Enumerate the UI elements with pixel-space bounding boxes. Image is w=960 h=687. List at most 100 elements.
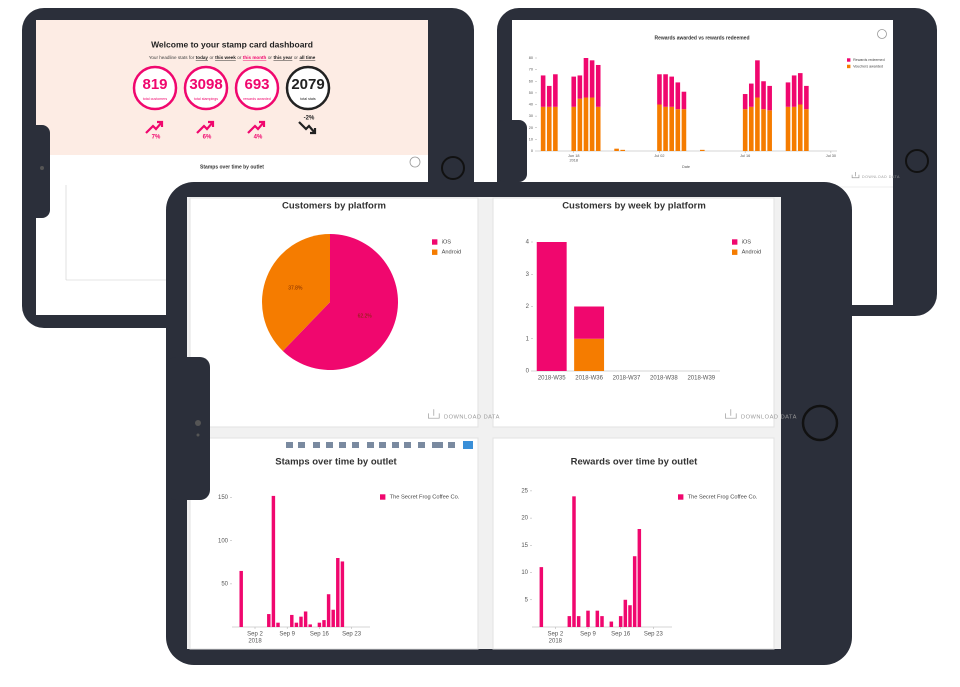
bar	[637, 529, 642, 627]
bar	[797, 73, 803, 105]
legend-swatch	[732, 239, 738, 245]
legend-label[interactable]: iOS	[742, 240, 752, 246]
bar	[742, 94, 748, 110]
x-tick-label: 2018-W35	[538, 376, 566, 382]
x-tick-label: Sep 16	[310, 632, 330, 638]
bar	[267, 614, 271, 627]
download-icon[interactable]	[725, 409, 737, 419]
modebar-button[interactable]	[418, 442, 425, 448]
bar	[340, 561, 345, 627]
x-tick-label: Jun 18	[568, 154, 579, 158]
download-data[interactable]: DOWNLOAD DATA	[444, 415, 500, 421]
stat-value: 2079	[291, 76, 324, 93]
bar	[331, 609, 335, 627]
info-icon[interactable]	[877, 29, 887, 39]
modebar	[286, 441, 473, 449]
download-data[interactable]: DOWNLOAD DATA	[862, 175, 900, 179]
y-tick-label: 25	[521, 488, 528, 494]
bar	[609, 621, 614, 627]
modebar-button[interactable]	[313, 442, 320, 448]
legend-label[interactable]: iOS	[442, 240, 452, 246]
y-tick-label: 50	[221, 581, 228, 587]
download-icon[interactable]	[851, 172, 860, 179]
modebar-button[interactable]	[286, 442, 293, 448]
pie-slice	[262, 234, 330, 351]
period-link[interactable]: this year	[273, 55, 292, 60]
welcome-panel	[36, 20, 428, 155]
x-tick-label: Sep 2	[547, 632, 563, 638]
chart-title: Rewards awarded vs rewards redeemed	[654, 35, 749, 41]
modebar-button[interactable]	[326, 442, 333, 448]
modebar-button[interactable]	[352, 442, 359, 448]
bar	[804, 109, 809, 151]
y-tick-label: 150	[218, 495, 229, 501]
legend-label[interactable]: The Secret Frog Coffee Co.	[688, 495, 758, 501]
period-link[interactable]: today	[196, 55, 209, 60]
stat-label: rewards awarded	[243, 97, 271, 101]
x-tick-label: Jul 30	[826, 154, 836, 158]
bar	[767, 85, 772, 111]
y-tick-label: 10	[521, 570, 528, 576]
bar	[572, 496, 576, 627]
x-tick-label: Sep 2	[247, 632, 263, 638]
bar	[755, 97, 760, 151]
bar	[574, 338, 605, 371]
stat-label: total stats	[300, 97, 316, 101]
modebar-button[interactable]	[298, 442, 305, 448]
download-icon[interactable]	[428, 409, 440, 419]
modebar-button[interactable]	[379, 442, 386, 448]
legend-label[interactable]: Android	[442, 250, 462, 256]
legend-label[interactable]: Rewards redeemed	[853, 58, 885, 62]
modebar-button[interactable]	[404, 442, 411, 448]
stat-change: 4%	[254, 135, 263, 141]
bar	[586, 610, 590, 627]
bar	[589, 60, 595, 98]
legend-label[interactable]: Vouchers awarded	[853, 64, 883, 68]
tablet-front: Customers by platform 62.2% 37.8% iOS Androi…	[166, 182, 852, 665]
stat-value: 693	[244, 76, 269, 93]
modebar-button[interactable]	[367, 442, 374, 448]
x-tick-label: 2018-W38	[650, 376, 678, 382]
chart-title: Rewards over time by outlet	[571, 457, 699, 468]
modebar-button[interactable]	[448, 442, 455, 448]
home-button[interactable]	[441, 156, 465, 180]
bar	[785, 82, 791, 107]
modebar-button[interactable]	[432, 442, 443, 448]
bar	[669, 76, 674, 107]
legend-swatch	[432, 249, 438, 255]
y-tick-label: 1	[526, 336, 530, 342]
bar	[681, 109, 687, 151]
bar	[761, 81, 766, 110]
y-tick-label: 0	[531, 149, 533, 153]
bar	[576, 616, 581, 627]
modebar-button[interactable]	[339, 442, 346, 448]
period-link[interactable]: all time	[299, 55, 315, 60]
modebar-button[interactable]	[392, 442, 399, 448]
bar	[322, 620, 326, 627]
period-link[interactable]: this week	[215, 55, 236, 60]
modebar-logo[interactable]	[463, 441, 473, 449]
camera	[40, 166, 44, 170]
x-tick-label: Sep 23	[644, 632, 664, 638]
home-button[interactable]	[905, 149, 929, 173]
bar	[748, 83, 754, 107]
legend-label[interactable]: The Secret Frog Coffee Co.	[390, 495, 460, 501]
bar	[583, 97, 589, 151]
home-button[interactable]	[801, 404, 839, 442]
camera	[195, 420, 201, 426]
bar	[657, 104, 662, 151]
x-tick-sublabel: 2018	[570, 159, 578, 163]
legend-label[interactable]: Android	[742, 250, 762, 256]
download-data[interactable]: DOWNLOAD DATA	[741, 415, 797, 421]
welcome-title: Welcome to your stamp card dashboard	[151, 39, 313, 49]
bar	[595, 610, 600, 627]
bar	[742, 109, 748, 151]
slice-label: 37.8%	[288, 285, 303, 291]
period-link[interactable]: this month	[243, 55, 267, 60]
bar	[628, 605, 632, 627]
bar	[620, 149, 626, 151]
bar	[804, 85, 809, 110]
info-icon[interactable]	[409, 156, 421, 168]
stat-ring	[183, 65, 229, 111]
bar	[574, 306, 605, 339]
